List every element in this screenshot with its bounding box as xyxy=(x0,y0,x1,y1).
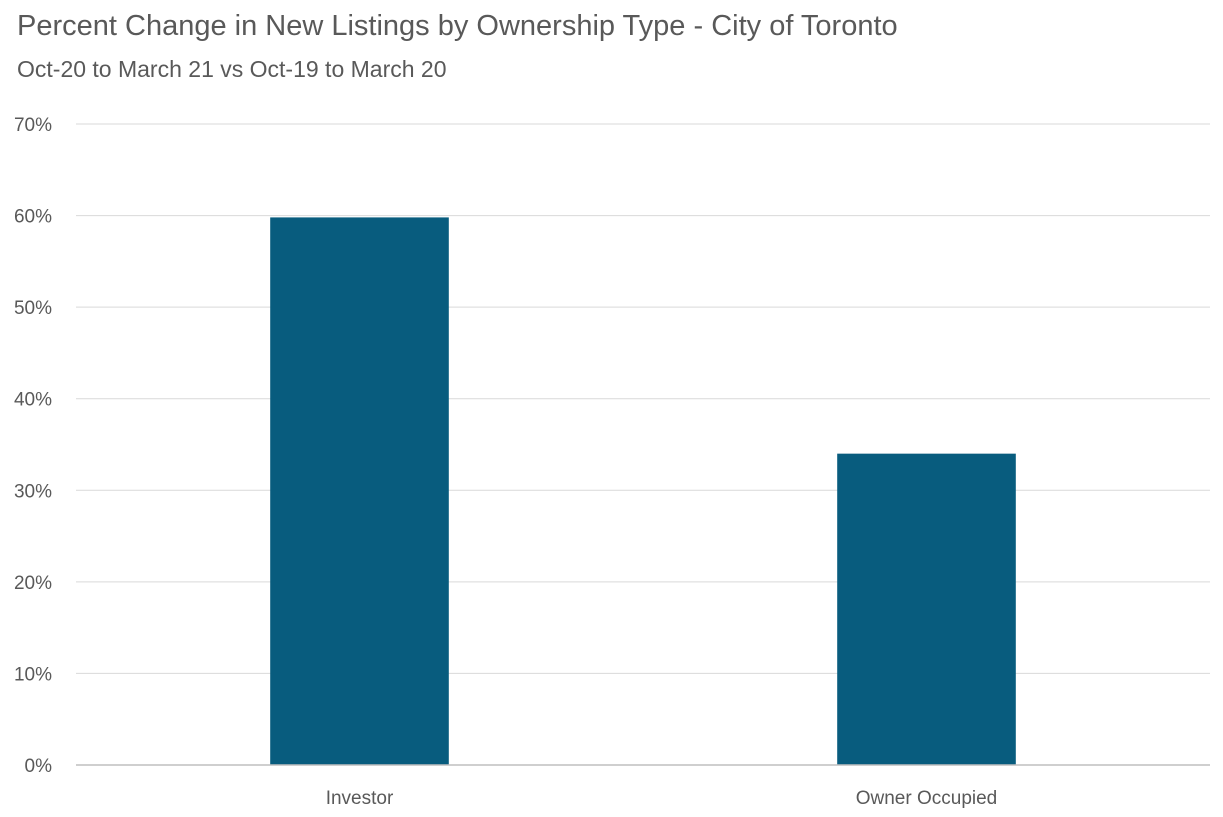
y-tick-label: 30% xyxy=(14,481,52,502)
y-tick-label: 60% xyxy=(14,207,52,228)
chart-subtitle: Oct-20 to March 21 vs Oct-19 to March 20 xyxy=(17,56,447,82)
gridlines xyxy=(76,123,1210,674)
y-tick-label: 70% xyxy=(14,115,52,136)
y-tick-label: 20% xyxy=(14,573,52,594)
y-tick-labels: 0% 10% 20% 30% 40% 50% 60% 70% xyxy=(14,115,52,777)
x-tick-labels: Investor Owner Occupied xyxy=(326,788,998,809)
bar-owner-occupied xyxy=(837,453,1016,765)
bar-investor xyxy=(270,217,449,766)
y-tick-label: 50% xyxy=(14,298,52,319)
bars xyxy=(270,217,1016,766)
x-tick-label: Investor xyxy=(326,788,394,809)
y-tick-label: 0% xyxy=(25,756,53,777)
x-tick-label: Owner Occupied xyxy=(856,788,998,809)
chart-title: Percent Change in New Listings by Owners… xyxy=(17,10,898,42)
y-tick-label: 40% xyxy=(14,390,52,411)
y-tick-label: 10% xyxy=(14,664,52,685)
